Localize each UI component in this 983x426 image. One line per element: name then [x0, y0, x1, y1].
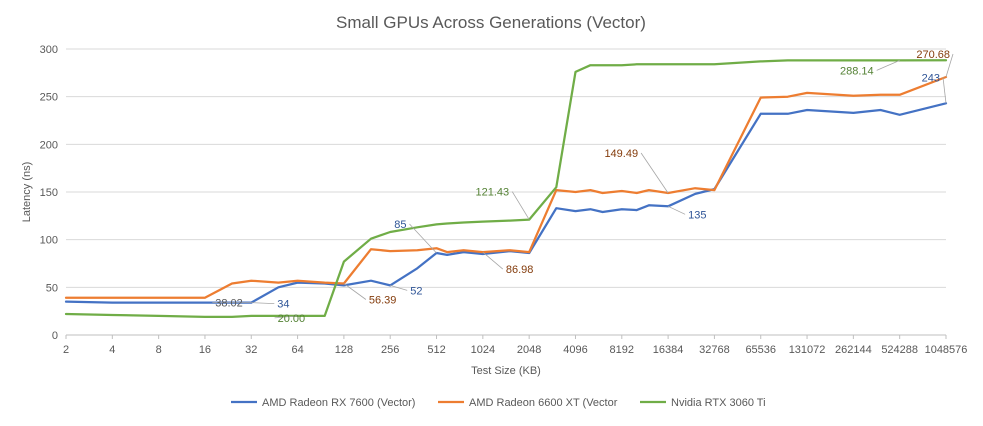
data-label-leader: [274, 315, 298, 319]
data-label-leader: [343, 283, 367, 300]
x-tick-label: 2: [63, 344, 69, 356]
y-tick-label: 200: [40, 139, 58, 151]
y-tick-label: 150: [40, 187, 58, 199]
x-tick-label: 524288: [881, 344, 918, 356]
y-tick-label: 300: [40, 44, 58, 56]
data-label-leader: [409, 223, 437, 254]
series-line-2: [64, 75, 948, 299]
y-tick-label: 50: [46, 282, 58, 294]
data-label: 86.98: [506, 264, 534, 276]
x-tick-label: 65536: [745, 344, 776, 356]
data-label: 149.49: [604, 148, 638, 160]
data-label: 38.02: [215, 298, 243, 310]
x-tick-label: 4: [109, 344, 115, 356]
x-tick-label: 8192: [610, 344, 634, 356]
data-label: 20.00: [278, 313, 306, 325]
data-label: 34: [277, 299, 289, 311]
series-line-3: [64, 59, 948, 319]
data-label: 85: [394, 219, 406, 231]
y-tick-label: 250: [40, 92, 58, 104]
x-tick-label: 32: [245, 344, 257, 356]
data-label-leader: [876, 60, 900, 71]
data-label: 243: [922, 72, 940, 84]
data-label: 56.39: [369, 295, 397, 307]
x-tick-label: 131072: [789, 344, 826, 356]
data-label: 121.43: [476, 187, 510, 199]
data-label: 52: [410, 285, 422, 297]
data-label: 270.68: [916, 49, 950, 61]
x-tick-label: 1024: [471, 344, 495, 356]
data-label-leader: [945, 53, 954, 78]
x-axis-label: Test Size (KB): [471, 365, 541, 377]
x-tick-label: 4096: [563, 344, 587, 356]
data-labels: 38.02 34 52 85 135 243 56.39 86.98 149.49 270.68 2…: [212, 49, 954, 325]
y-tick-label: 100: [40, 235, 58, 247]
data-label-leader: [251, 302, 275, 304]
chart-title: Small GPUs Across Generations (Vector): [336, 13, 646, 32]
x-tick-label: 256: [381, 344, 399, 356]
legend-label-3: Nvidia RTX 3060 Ti: [671, 397, 766, 409]
x-tick-label: 8: [156, 344, 162, 356]
y-axis-label: Latency (ns): [21, 162, 33, 223]
data-label-leader: [640, 152, 669, 194]
y-axis-ticks: 0 50 100 150 200 250 300: [40, 44, 58, 342]
x-tick-label: 2048: [517, 344, 541, 356]
legend-label-1: AMD Radeon RX 7600 (Vector): [262, 397, 415, 409]
x-tick-label: 128: [335, 344, 353, 356]
x-tick-label: 512: [427, 344, 445, 356]
data-label: 135: [688, 209, 706, 221]
data-label-leader: [390, 285, 408, 291]
series-lines: [64, 59, 948, 319]
legend-label-2: AMD Radeon 6600 XT (Vector: [469, 397, 618, 409]
data-label-leader: [942, 77, 947, 104]
x-tick-label: 64: [291, 344, 303, 356]
x-tick-label: 16: [199, 344, 211, 356]
gridlines: [66, 48, 946, 336]
y-tick-label: 0: [52, 330, 58, 342]
legend: AMD Radeon RX 7600 (Vector) AMD Radeon 66…: [231, 397, 766, 409]
data-label: 288.14: [840, 65, 874, 77]
x-axis-ticks: 2 4 8 16 32 64 128 256 512 1024 2048 4096 8192 16384 3…: [63, 335, 967, 356]
x-tick-label: 1048576: [925, 344, 968, 356]
data-label-leader: [511, 191, 530, 220]
x-tick-label: 32768: [699, 344, 730, 356]
data-label-leader: [667, 205, 686, 215]
x-tick-label: 262144: [835, 344, 872, 356]
data-label-leader: [482, 251, 504, 270]
x-tick-label: 16384: [653, 344, 684, 356]
